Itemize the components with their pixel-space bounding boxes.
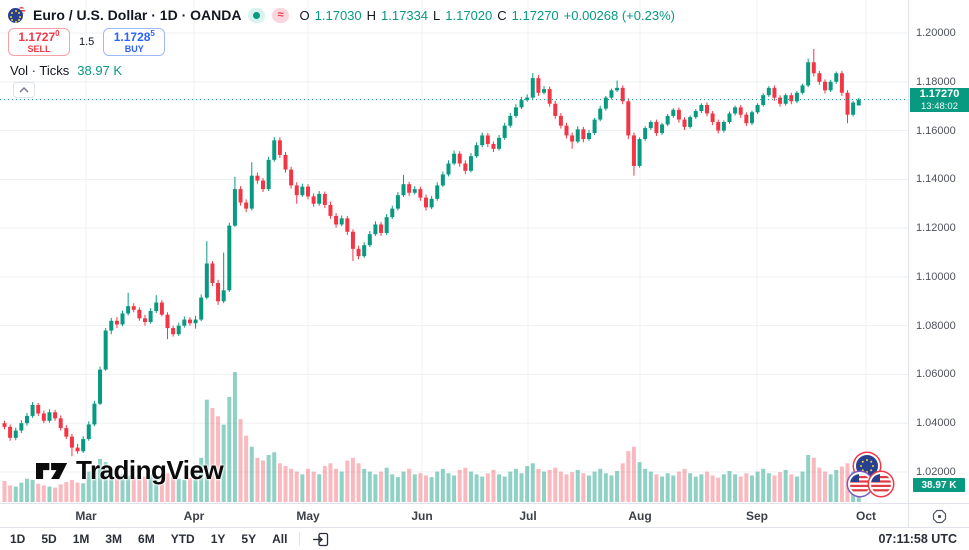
eu-economic-event-icon[interactable]	[856, 455, 878, 477]
tradingview-logo-icon	[36, 462, 68, 479]
range-button-5y[interactable]: 5Y	[241, 532, 257, 546]
time-axis-label-apr: Apr	[183, 509, 205, 523]
sell-button[interactable]: 1.17270 SELL	[8, 28, 70, 56]
time-axis-label-oct: Oct	[855, 509, 877, 523]
toolbar-divider	[299, 532, 301, 546]
symbol-legend: Euro / U.S. Dollar · 1D · OANDA ≈ O 1.170…	[8, 6, 675, 24]
time-axis-row: Mar Apr May Jun Jul Aug Sep Oct	[0, 503, 969, 528]
go-to-date-icon[interactable]	[312, 532, 329, 547]
eurusd-pair-logo-icon	[8, 6, 26, 24]
time-axis-label-aug: Aug	[628, 509, 652, 523]
volume-axis-badge: 38.97 K	[913, 478, 965, 492]
buy-label: BUY	[124, 44, 144, 54]
utc-clock[interactable]: 07:11:58 UTC	[878, 532, 957, 546]
last-price-badge: 1.17270 13:48:02	[910, 88, 969, 112]
spread-value: 1.5	[79, 36, 95, 48]
symbol-title[interactable]: Euro / U.S. Dollar · 1D · OANDA	[33, 7, 242, 23]
close-value: 1.17270	[511, 7, 559, 23]
high-value: 1.17334	[381, 7, 429, 23]
trade-panel: 1.17270 SELL 1.5 1.17285 BUY	[8, 28, 166, 56]
buy-button[interactable]: 1.17285 BUY	[103, 28, 166, 56]
time-axis-label-sep: Sep	[745, 509, 769, 523]
chart-row: Euro / U.S. Dollar · 1D · OANDA ≈ O 1.170…	[0, 0, 969, 503]
tradingview-watermark: TradingView	[36, 455, 224, 486]
price-axis-label: 1.16000	[916, 124, 956, 137]
chevron-up-icon	[19, 86, 29, 93]
watermark-text: TradingView	[76, 455, 224, 485]
us-economic-event-icon-2[interactable]	[871, 474, 891, 494]
time-axis-label-jul: Jul	[519, 509, 537, 523]
range-button-ytd[interactable]: YTD	[170, 532, 195, 546]
price-axis-label: 1.10000	[916, 270, 956, 283]
price-axis-label: 1.20000	[916, 27, 956, 39]
volume-legend-label: Vol · Ticks	[10, 63, 70, 78]
price-axis-label: 1.12000	[916, 222, 956, 235]
economic-events	[840, 452, 900, 498]
low-value: 1.17020	[445, 7, 493, 23]
price-axis[interactable]: 1.17270 13:48:02 38.97 K 1.20000 1.18000 1…	[908, 0, 969, 503]
range-button-1y[interactable]: 1Y	[210, 532, 226, 546]
us-economic-event-icon[interactable]	[850, 474, 870, 494]
market-status-icon[interactable]	[248, 7, 266, 23]
range-button-all[interactable]: All	[272, 532, 288, 546]
range-button-5d[interactable]: 5D	[41, 532, 57, 546]
time-axis-label-jun: Jun	[411, 509, 433, 523]
low-label: L	[433, 7, 441, 23]
volume-indicator-legend[interactable]: Vol · Ticks 38.97 K	[10, 63, 122, 78]
bottom-toolbar: 1D 5D 1M 3M 6M YTD 1Y 5Y All 07:11:58 UTC	[0, 527, 969, 550]
time-axis-label-may: May	[296, 509, 320, 523]
candlestick-chart[interactable]	[0, 0, 908, 503]
price-axis-label: 1.08000	[916, 319, 956, 332]
delayed-data-icon[interactable]: ≈	[272, 7, 289, 23]
range-button-3m[interactable]: 3M	[105, 532, 123, 546]
axis-settings-corner	[908, 504, 969, 528]
open-label: O	[299, 7, 310, 23]
open-value: 1.17030	[314, 7, 362, 23]
collapse-legend-button[interactable]	[13, 82, 35, 98]
last-price-value: 1.17270	[919, 87, 960, 100]
ohlc-readout: O 1.17030 H 1.17334 L 1.17020 C 1.17270 +0.0…	[300, 8, 675, 23]
bar-countdown: 13:48:02	[921, 100, 958, 112]
price-axis-label: 1.14000	[916, 173, 956, 186]
price-axis-label: 1.06000	[916, 368, 956, 381]
sell-label: SELL	[27, 44, 51, 54]
time-axis-label-mar: Mar	[75, 509, 97, 523]
range-button-1d[interactable]: 1D	[10, 532, 26, 546]
change-value: +0.00268 (+0.23%)	[563, 7, 675, 23]
range-button-1m[interactable]: 1M	[72, 532, 90, 546]
price-axis-label: 1.02000	[916, 466, 956, 478]
range-button-6m[interactable]: 6M	[138, 532, 155, 546]
date-range-switcher: 1D 5D 1M 3M 6M YTD 1Y 5Y All	[10, 532, 287, 546]
volume-legend-value: 38.97 K	[77, 63, 123, 78]
axis-settings-gear-icon[interactable]	[932, 509, 947, 524]
price-chart-canvas[interactable]: Euro / U.S. Dollar · 1D · OANDA ≈ O 1.170…	[0, 0, 908, 503]
high-label: H	[366, 7, 377, 23]
close-label: C	[497, 7, 507, 23]
price-axis-label: 1.04000	[916, 417, 956, 430]
price-axis-label: 1.18000	[916, 75, 956, 88]
time-axis[interactable]: Mar Apr May Jun Jul Aug Sep Oct	[0, 504, 908, 528]
